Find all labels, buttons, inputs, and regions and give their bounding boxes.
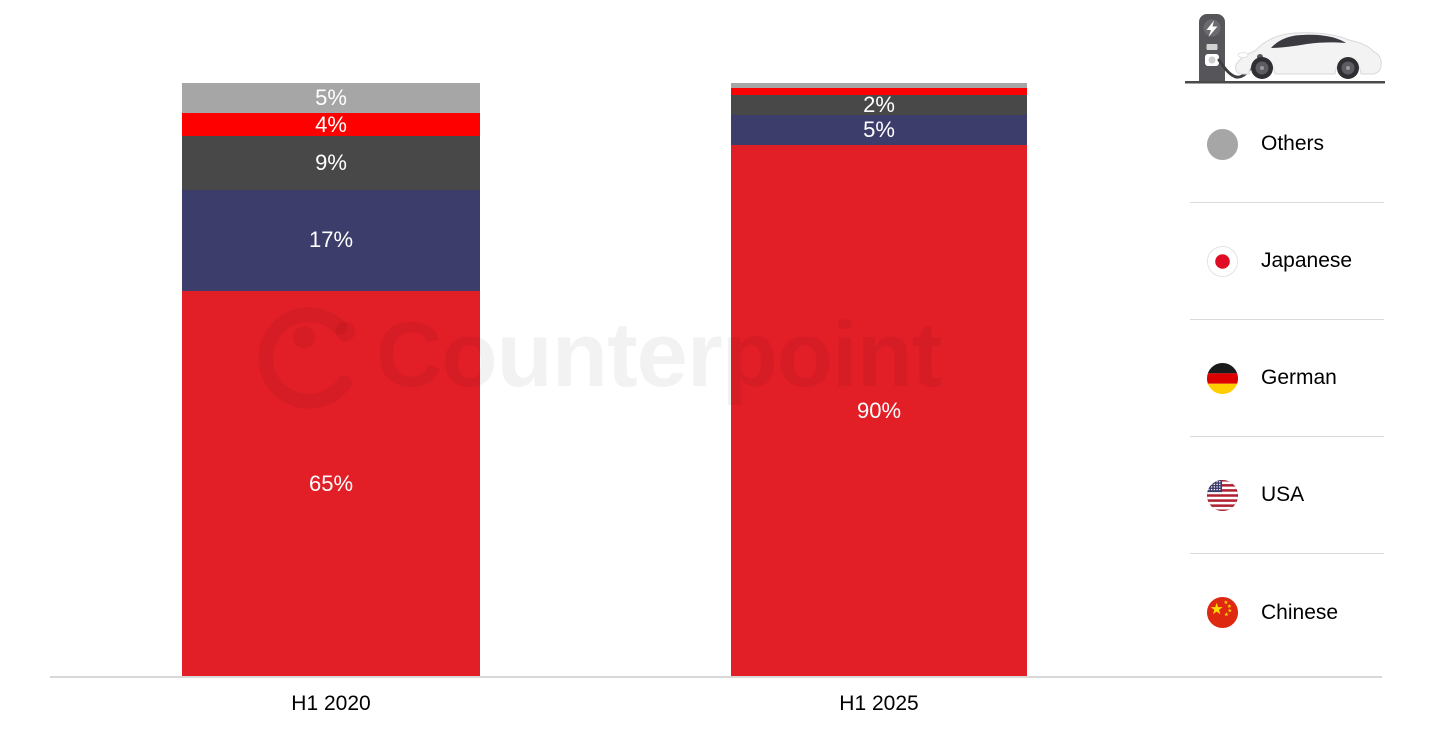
bar-segment-german-h1-2025: 2% bbox=[731, 91, 1027, 117]
germany-flag-icon bbox=[1206, 362, 1239, 395]
data-label-japanese-h1-2020: 4% bbox=[315, 111, 347, 137]
legend-label-usa: USA bbox=[1261, 483, 1305, 506]
usa-flag-icon bbox=[1206, 479, 1239, 512]
data-label-german-h1-2020: 9% bbox=[315, 150, 347, 176]
bar-segment-japanese-h1-2020: 4% bbox=[182, 111, 480, 137]
data-label-chinese-h1-2025: 90% bbox=[856, 397, 902, 423]
china-flag-icon bbox=[1206, 596, 1239, 629]
ground-line bbox=[1185, 81, 1385, 84]
bar-segment-usa-h1-2025: 5% bbox=[731, 115, 1027, 145]
data-label-others-h1-2020: 5% bbox=[315, 84, 347, 110]
data-label-german-h1-2025: 2% bbox=[863, 91, 895, 117]
electric-car-icon bbox=[1235, 32, 1382, 79]
legend-item-german: German bbox=[1190, 320, 1384, 437]
legend-label-chinese: Chinese bbox=[1261, 600, 1339, 624]
bar-segment-chinese-h1-2020: 65% bbox=[182, 290, 480, 677]
data-label-usa-h1-2020: 17% bbox=[308, 227, 354, 253]
bar-segment-usa-h1-2020: 17% bbox=[182, 189, 480, 291]
legend-item-japanese: Japanese bbox=[1190, 203, 1384, 320]
japan-flag-icon bbox=[1206, 245, 1239, 278]
others-dot-icon bbox=[1206, 128, 1239, 161]
bar-segment-others-h1-2020: 5% bbox=[182, 83, 480, 113]
bar-segment-others-h1-2025 bbox=[731, 83, 1027, 88]
bar-segment-chinese-h1-2025: 90% bbox=[731, 144, 1027, 677]
legend-item-others: Others bbox=[1190, 86, 1384, 203]
legend-label-others: Others bbox=[1261, 132, 1325, 155]
legend: Others Japanese German USA Chinese bbox=[1190, 86, 1384, 671]
legend-label-japanese: Japanese bbox=[1261, 249, 1353, 272]
data-label-usa-h1-2025: 5% bbox=[863, 116, 895, 142]
stacked-bar-h1-2025: 2% 5% 90% bbox=[731, 83, 1027, 677]
legend-item-chinese: Chinese bbox=[1190, 554, 1384, 671]
ev-charging-illustration bbox=[1185, 14, 1385, 84]
stacked-bar-h1-2020: 5% 4% 9% 17% 65% bbox=[182, 83, 480, 677]
x-axis-label-h1-2025: H1 2025 bbox=[839, 692, 919, 715]
x-axis-label-h1-2020: H1 2020 bbox=[291, 692, 371, 715]
bar-segment-japanese-h1-2025 bbox=[731, 87, 1027, 95]
bar-segment-german-h1-2020: 9% bbox=[182, 136, 480, 190]
data-label-chinese-h1-2020: 65% bbox=[308, 470, 354, 496]
legend-item-usa: USA bbox=[1190, 437, 1384, 554]
charging-station-icon bbox=[1199, 14, 1225, 81]
x-axis-line bbox=[50, 676, 1382, 678]
legend-label-german: German bbox=[1261, 366, 1337, 389]
